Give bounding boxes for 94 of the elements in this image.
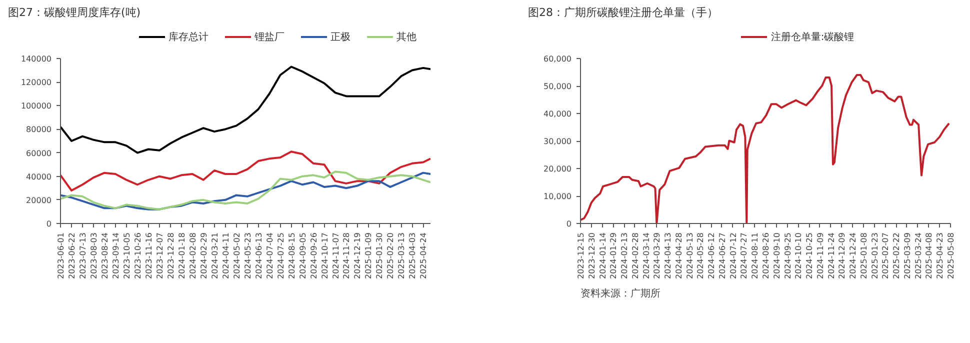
y-tick-label: 20000 [26, 196, 52, 205]
x-tick-label: 2024-11-24 [826, 232, 836, 279]
x-tick-label: 2024-04-13 [664, 232, 673, 279]
legend-label: 正极 [330, 30, 350, 45]
y-tick-label: 60,000 [544, 54, 572, 64]
x-tick-label: 2024-09-26 [309, 232, 318, 279]
x-tick-label: 2025-03-09 [902, 232, 912, 279]
x-tick-label: 2023-12-30 [587, 232, 596, 279]
x-tick-label: 2025-04-24 [419, 232, 428, 279]
chart-title: 图28：广期所碳酸锂注册仓单量（手） [528, 5, 718, 21]
x-tick-label: 2023-06-22 [67, 232, 76, 279]
x-tick-label: 2024-10-25 [805, 232, 814, 279]
x-tick-label: 2025-04-23 [936, 232, 945, 279]
y-tick-label: 140000 [20, 54, 52, 64]
x-tick-label: 2024-12-09 [838, 232, 847, 279]
x-tick-label: 2024-10-10 [794, 232, 804, 279]
y-tick-label: 40,000 [544, 109, 572, 118]
y-tick-label: 100000 [20, 102, 52, 111]
x-tick-label: 2024-04-28 [674, 232, 684, 279]
x-tick-label: 2025-02-20 [386, 232, 396, 279]
x-tick-label: 2024-11-07 [331, 232, 340, 279]
x-tick-label: 2024-04-11 [221, 232, 230, 279]
y-tick-label: 60000 [26, 148, 52, 158]
x-tick-label: 2024-02-28 [630, 232, 640, 279]
y-tick-label: 10,000 [544, 192, 572, 201]
x-tick-label: 2024-07-12 [728, 232, 738, 279]
x-tick-label: 2023-10-26 [133, 232, 142, 279]
x-tick-label: 2024-05-02 [232, 232, 242, 279]
x-tick-label: 2024-05-23 [243, 232, 252, 279]
x-tick-label: 2024-01-14 [598, 232, 608, 279]
x-tick-label: 2023-08-03 [89, 232, 98, 279]
x-tick-label: 2024-08-26 [762, 232, 770, 279]
x-tick-label: 2024-09-05 [298, 232, 308, 279]
x-tick-label: 2024-03-29 [652, 232, 662, 279]
chart-title: 图27：碳酸锂周度库存(吨) [8, 5, 141, 21]
x-tick-label: 2025-03-13 [397, 232, 406, 279]
x-tick-label: 2024-06-12 [707, 232, 716, 279]
legend-label: 锂盐厂 [254, 30, 284, 45]
x-tick-label: 2024-08-11 [750, 232, 760, 279]
x-tick-label: 2024-07-27 [740, 232, 749, 279]
y-tick-label: 50,000 [544, 82, 572, 91]
x-tick-label: 2024-05-28 [696, 232, 706, 279]
x-tick-label: 2024-06-13 [254, 232, 264, 279]
y-tick-label: 20,000 [544, 164, 572, 174]
line-series [60, 66, 430, 154]
x-tick-label: 2023-11-16 [144, 232, 154, 279]
x-tick-label: 2024-06-27 [718, 232, 727, 279]
x-tick-label: 2025-01-23 [870, 232, 880, 279]
x-tick-label: 2025-02-07 [881, 232, 890, 279]
x-tick-label: 2024-10-17 [320, 232, 330, 279]
legend-label: 注册仓单量:碳酸锂 [770, 30, 854, 45]
y-tick-label: 120000 [20, 78, 52, 88]
x-tick-label: 2023-09-14 [111, 232, 120, 279]
x-tick-label: 2025-01-09 [364, 232, 374, 279]
x-tick-label: 2025-05-08 [946, 232, 956, 279]
x-tick-label: 2023-12-28 [166, 232, 176, 279]
x-tick-label: 2023-10-05 [122, 232, 132, 279]
x-tick-label: 2024-07-04 [265, 232, 274, 279]
y-tick-label: 40000 [26, 172, 52, 182]
x-tick-label: 2024-02-13 [620, 232, 630, 279]
y-tick-label: 0 [566, 219, 572, 228]
legend-label: 其他 [396, 30, 416, 45]
x-tick-label: 2024-07-25 [276, 232, 286, 279]
x-tick-label: 2025-01-30 [375, 232, 384, 279]
x-tick-label: 2024-08-15 [287, 232, 296, 279]
y-tick-label: 80000 [26, 125, 52, 134]
x-tick-label: 2023-12-07 [155, 232, 164, 279]
text: 资料来源：广期所 [580, 287, 660, 300]
x-tick-label: 2024-12-19 [353, 232, 362, 279]
x-tick-label: 2023-06-01 [56, 232, 66, 279]
x-tick-label: 2024-11-28 [342, 232, 352, 279]
x-tick-label: 2024-01-29 [609, 232, 618, 279]
line-series [60, 150, 430, 192]
y-tick-label: 30,000 [544, 136, 572, 146]
x-tick-label: 2023-12-15 [576, 232, 586, 279]
x-tick-label: 2025-02-22 [892, 232, 902, 279]
x-tick-label: 2024-11-09 [816, 232, 825, 279]
legend-label: 库存总计 [168, 30, 208, 45]
x-tick-label: 2024-09-10 [772, 232, 782, 279]
x-tick-label: 2025-04-03 [408, 232, 418, 279]
x-tick-label: 2025-03-24 [914, 232, 923, 279]
x-tick-label: 2024-02-29 [199, 232, 208, 279]
x-tick-label: 2023-07-13 [78, 232, 88, 279]
x-tick-label: 2025-04-08 [924, 232, 934, 279]
x-tick-label: 2025-01-08 [859, 232, 868, 279]
x-tick-label: 2024-02-08 [188, 232, 198, 279]
x-tick-label: 2023-08-24 [100, 232, 110, 279]
x-tick-label: 2024-09-25 [783, 232, 792, 279]
x-tick-label: 2024-12-24 [848, 232, 858, 279]
x-tick-label: 2024-05-13 [685, 232, 694, 279]
x-tick-label: 2024-03-14 [642, 232, 651, 279]
y-tick-label: 0 [46, 219, 52, 228]
x-tick-label: 2024-01-18 [177, 232, 186, 279]
x-tick-label: 2024-03-21 [210, 232, 220, 279]
